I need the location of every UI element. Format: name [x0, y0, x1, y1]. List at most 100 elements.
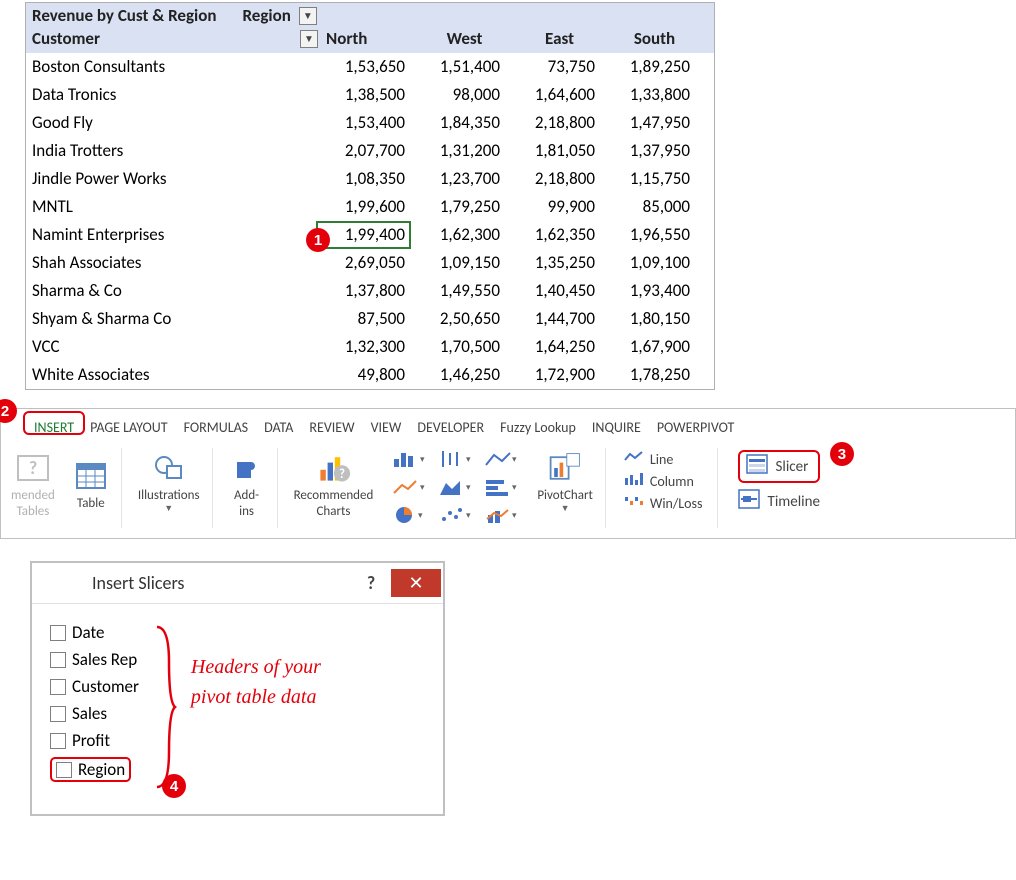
slicer-field-profit[interactable]: Profit — [50, 730, 139, 751]
checkbox[interactable] — [50, 652, 66, 668]
value-cell[interactable]: 1,79,250 — [411, 193, 506, 221]
value-cell[interactable]: 99,900 — [506, 193, 601, 221]
value-cell[interactable]: 1,89,250 — [601, 53, 696, 81]
tab-fuzzy-lookup[interactable]: Fuzzy Lookup — [492, 413, 584, 442]
value-cell[interactable]: 1,51,400 — [411, 53, 506, 81]
value-cell[interactable]: 1,99,400 — [316, 221, 411, 249]
recommended-charts-button[interactable]: ? Recommended Charts — [290, 448, 378, 521]
line-chart-icon[interactable]: ▾ — [389, 476, 427, 498]
value-cell[interactable]: 1,84,350 — [411, 109, 506, 137]
col-header[interactable]: West — [417, 26, 512, 51]
value-cell[interactable]: 1,38,500 — [316, 81, 411, 109]
checkbox[interactable] — [50, 625, 66, 641]
customer-cell[interactable]: Boston Consultants — [26, 53, 316, 81]
scatter-chart-icon[interactable]: ▾ — [435, 504, 473, 526]
value-cell[interactable]: 98,000 — [411, 81, 506, 109]
customer-cell[interactable]: Shyam & Sharma Co — [26, 305, 316, 333]
surface-chart-icon[interactable]: ▾ — [481, 448, 519, 470]
value-cell[interactable]: 2,18,800 — [506, 165, 601, 193]
hbar-chart-icon[interactable]: ▾ — [481, 476, 519, 498]
customer-cell[interactable]: Jindle Power Works — [26, 165, 316, 193]
value-cell[interactable]: 1,09,100 — [601, 249, 696, 277]
customer-cell[interactable]: White Associates — [26, 361, 316, 389]
value-cell[interactable]: 1,78,250 — [601, 361, 696, 389]
col-header[interactable]: East — [512, 26, 607, 51]
value-cell[interactable]: 1,70,500 — [411, 333, 506, 361]
value-cell[interactable]: 1,99,600 — [316, 193, 411, 221]
customer-cell[interactable]: Good Fly — [26, 109, 316, 137]
tab-view[interactable]: VIEW — [363, 413, 410, 442]
value-cell[interactable]: 1,15,750 — [601, 165, 696, 193]
customer-cell[interactable]: Data Tronics — [26, 81, 316, 109]
customer-cell[interactable]: Sharma & Co — [26, 277, 316, 305]
dialog-help-button[interactable]: ? — [355, 569, 387, 597]
value-cell[interactable]: 1,31,200 — [411, 137, 506, 165]
sparkline-column-button[interactable]: Column — [624, 472, 703, 490]
value-cell[interactable]: 1,09,150 — [411, 249, 506, 277]
slicer-field-customer[interactable]: Customer — [50, 676, 139, 697]
value-cell[interactable]: 1,64,250 — [506, 333, 601, 361]
addins-button[interactable]: Add- ins — [225, 448, 269, 521]
tab-developer[interactable]: DEVELOPER — [409, 413, 492, 442]
customer-cell[interactable]: India Trotters — [26, 137, 316, 165]
dialog-close-button[interactable]: ✕ — [391, 569, 441, 597]
value-cell[interactable]: 87,500 — [316, 305, 411, 333]
value-cell[interactable]: 1,62,350 — [506, 221, 601, 249]
slicer-field-sales-rep[interactable]: Sales Rep — [50, 649, 139, 670]
timeline-button[interactable]: Timeline — [738, 489, 820, 514]
value-cell[interactable]: 2,69,050 — [316, 249, 411, 277]
value-cell[interactable]: 1,80,150 — [601, 305, 696, 333]
value-cell[interactable]: 1,62,300 — [411, 221, 506, 249]
value-cell[interactable]: 2,07,700 — [316, 137, 411, 165]
area-chart-icon[interactable]: ▾ — [435, 476, 473, 498]
checkbox[interactable] — [50, 679, 66, 695]
value-cell[interactable]: 1,35,250 — [506, 249, 601, 277]
value-cell[interactable]: 1,64,600 — [506, 81, 601, 109]
value-cell[interactable]: 1,46,250 — [411, 361, 506, 389]
value-cell[interactable]: 1,67,900 — [601, 333, 696, 361]
value-cell[interactable]: 85,000 — [601, 193, 696, 221]
value-cell[interactable]: 1,44,700 — [506, 305, 601, 333]
value-cell[interactable]: 1,72,900 — [506, 361, 601, 389]
tab-page-layout[interactable]: PAGE LAYOUT — [82, 413, 175, 442]
recommended-pivottables-button[interactable]: ? mended Tables — [7, 448, 59, 521]
tab-inquire[interactable]: INQUIRE — [584, 413, 649, 442]
value-cell[interactable]: 2,50,650 — [411, 305, 506, 333]
pie-chart-icon[interactable]: ▾ — [389, 504, 427, 526]
checkbox[interactable] — [50, 706, 66, 722]
col-header[interactable]: South — [607, 26, 702, 51]
checkbox[interactable] — [50, 733, 66, 749]
table-button[interactable]: Table — [69, 448, 113, 521]
value-cell[interactable]: 1,40,450 — [506, 277, 601, 305]
combo-chart-icon[interactable]: ▾ — [481, 504, 519, 526]
stock-chart-icon[interactable]: ▾ — [435, 448, 473, 470]
tab-formulas[interactable]: FORMULAS — [176, 413, 257, 442]
value-cell[interactable]: 1,47,950 — [601, 109, 696, 137]
value-cell[interactable]: 1,08,350 — [316, 165, 411, 193]
checkbox[interactable] — [56, 762, 72, 778]
slicer-button[interactable]: Slicer — [738, 450, 820, 483]
value-cell[interactable]: 73,750 — [506, 53, 601, 81]
slicer-field-sales[interactable]: Sales — [50, 703, 139, 724]
bar-chart-icon[interactable]: ▾ — [389, 448, 427, 470]
slicer-field-date[interactable]: Date — [50, 622, 139, 643]
tab-review[interactable]: REVIEW — [301, 413, 362, 442]
sparkline-line-button[interactable]: Line — [624, 450, 703, 468]
customer-cell[interactable]: MNTL — [26, 193, 316, 221]
illustrations-button[interactable]: Illustrations ▼ — [134, 448, 204, 516]
value-cell[interactable]: 1,96,550 — [601, 221, 696, 249]
region-filter-dropdown[interactable]: ▼ — [299, 7, 317, 25]
value-cell[interactable]: 1,32,300 — [316, 333, 411, 361]
value-cell[interactable]: 1,23,700 — [411, 165, 506, 193]
value-cell[interactable]: 1,53,650 — [316, 53, 411, 81]
sparkline-winloss-button[interactable]: Win/Loss — [624, 494, 703, 512]
value-cell[interactable]: 1,49,550 — [411, 277, 506, 305]
value-cell[interactable]: 1,93,400 — [601, 277, 696, 305]
tab-data[interactable]: DATA — [256, 413, 301, 442]
customer-filter-dropdown[interactable]: ▼ — [300, 30, 318, 48]
pivotchart-button[interactable]: PivotChart ▼ — [533, 448, 597, 516]
col-header[interactable]: North — [322, 26, 417, 51]
value-cell[interactable]: 1,37,950 — [601, 137, 696, 165]
customer-cell[interactable]: Namint Enterprises — [26, 221, 316, 249]
value-cell[interactable]: 2,18,800 — [506, 109, 601, 137]
